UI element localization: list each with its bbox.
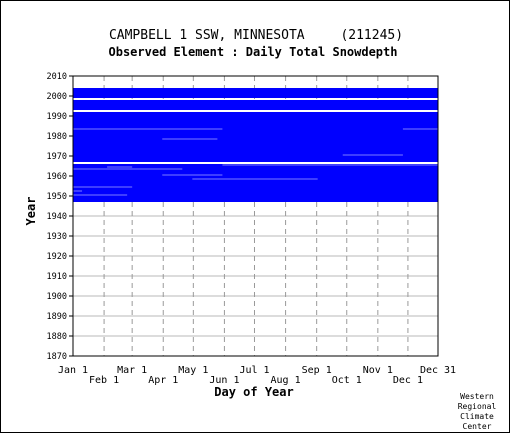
coverage-band-6 [73, 100, 438, 110]
credit-line-2: Regional [458, 402, 497, 411]
coverage-band-1 [73, 194, 438, 202]
y-tick-1930: 1930 [47, 232, 67, 242]
x-tick-upper-3: May 1 [178, 365, 208, 376]
x-tick-lower-5: Oct 1 [332, 375, 362, 386]
x-tick-upper-4: Jul 1 [239, 365, 269, 376]
x-tick-labels: Jan 1 Mar 1 May 1 Jul 1 Sep 1 Nov 1 Dec 31 Feb … [58, 365, 456, 386]
y-tick-1900: 1900 [47, 292, 67, 302]
y-tick-1890: 1890 [47, 312, 67, 322]
y-tick-1920: 1920 [47, 252, 67, 262]
y-tick-1950: 1950 [47, 192, 67, 202]
x-tick-lower-1: Feb 1 [89, 375, 119, 386]
y-tick-1870: 1870 [47, 352, 67, 362]
coverage-band-3 [73, 164, 438, 176]
x-tick-upper-1: Jan 1 [58, 365, 88, 376]
coverage-band-7 [73, 88, 438, 98]
y-tick-2010: 2010 [47, 72, 67, 82]
y-tick-2000: 2000 [47, 92, 67, 102]
coverage-band-5 [73, 112, 438, 134]
y-tick-1940: 1940 [47, 212, 67, 222]
coverage-band-2 [73, 176, 438, 194]
x-tick-upper-7: Dec 31 [420, 365, 456, 376]
wrcc-credit: Western Regional Climate Center [458, 392, 497, 431]
x-tick-upper-5: Sep 1 [302, 365, 332, 376]
chart-title-group: CAMPBELL 1 SSW, MINNESOTA (211245) [109, 28, 403, 43]
y-tick-1990: 1990 [47, 112, 67, 122]
y-tick-1880: 1880 [47, 332, 67, 342]
credit-line-3: Climate [460, 412, 494, 421]
y-tick-1980: 1980 [47, 132, 67, 142]
y-tick-1910: 1910 [47, 272, 67, 282]
y-tick-1960: 1960 [47, 172, 67, 182]
credit-line-4: Center [463, 422, 492, 431]
x-tick-upper-6: Nov 1 [363, 365, 393, 376]
y-tick-labels: 1870 1880 1890 1900 1910 1920 1930 1940 1950 1960… [47, 72, 73, 362]
x-tick-upper-2: Mar 1 [117, 365, 147, 376]
x-tick-lower-2: Apr 1 [148, 375, 178, 386]
x-tick-lower-6: Dec 1 [393, 375, 423, 386]
data-coverage [73, 88, 438, 202]
credit-line-1: Western [460, 392, 494, 401]
coverage-band-4 [73, 134, 438, 162]
y-axis-label: Year [24, 197, 38, 226]
chart-subtitle: Observed Element : Daily Total Snowdepth [109, 45, 398, 59]
x-axis-label: Day of Year [214, 385, 293, 399]
station-id: (211245) [340, 28, 403, 43]
chart-title: CAMPBELL 1 SSW, MINNESOTA [109, 28, 305, 43]
y-tick-1970: 1970 [47, 152, 67, 162]
